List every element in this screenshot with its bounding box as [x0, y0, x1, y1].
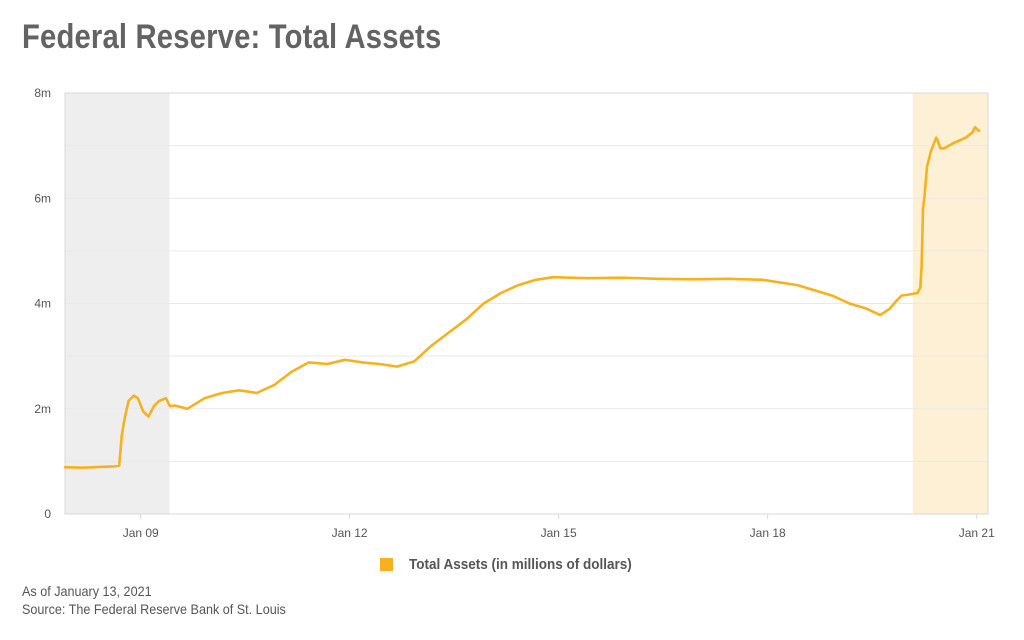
y-tick-label: 0: [44, 507, 51, 521]
source-note: Source: The Federal Reserve Bank of St. …: [22, 601, 286, 617]
y-tick-label: 4m: [34, 297, 51, 311]
as-of-note: As of January 13, 2021: [22, 583, 152, 599]
page-title: Federal Reserve: Total Assets: [22, 18, 442, 56]
x-tick-label: Jan 12: [332, 526, 368, 540]
plot-frame: [64, 92, 989, 515]
y-tick-label: 8m: [34, 86, 51, 100]
legend-swatch: [380, 558, 393, 571]
x-tick-label: Jan 09: [123, 526, 159, 540]
x-tick-label: Jan 21: [959, 526, 995, 540]
y-tick-label: 2m: [34, 402, 51, 416]
y-tick-label: 6m: [34, 191, 51, 205]
x-tick-label: Jan 18: [750, 526, 786, 540]
series-line-total-assets: [63, 125, 981, 470]
chart-legend: Total Assets (in millions of dollars): [380, 556, 657, 573]
legend-label: Total Assets (in millions of dollars): [409, 556, 632, 573]
x-tick-label: Jan 15: [541, 526, 577, 540]
